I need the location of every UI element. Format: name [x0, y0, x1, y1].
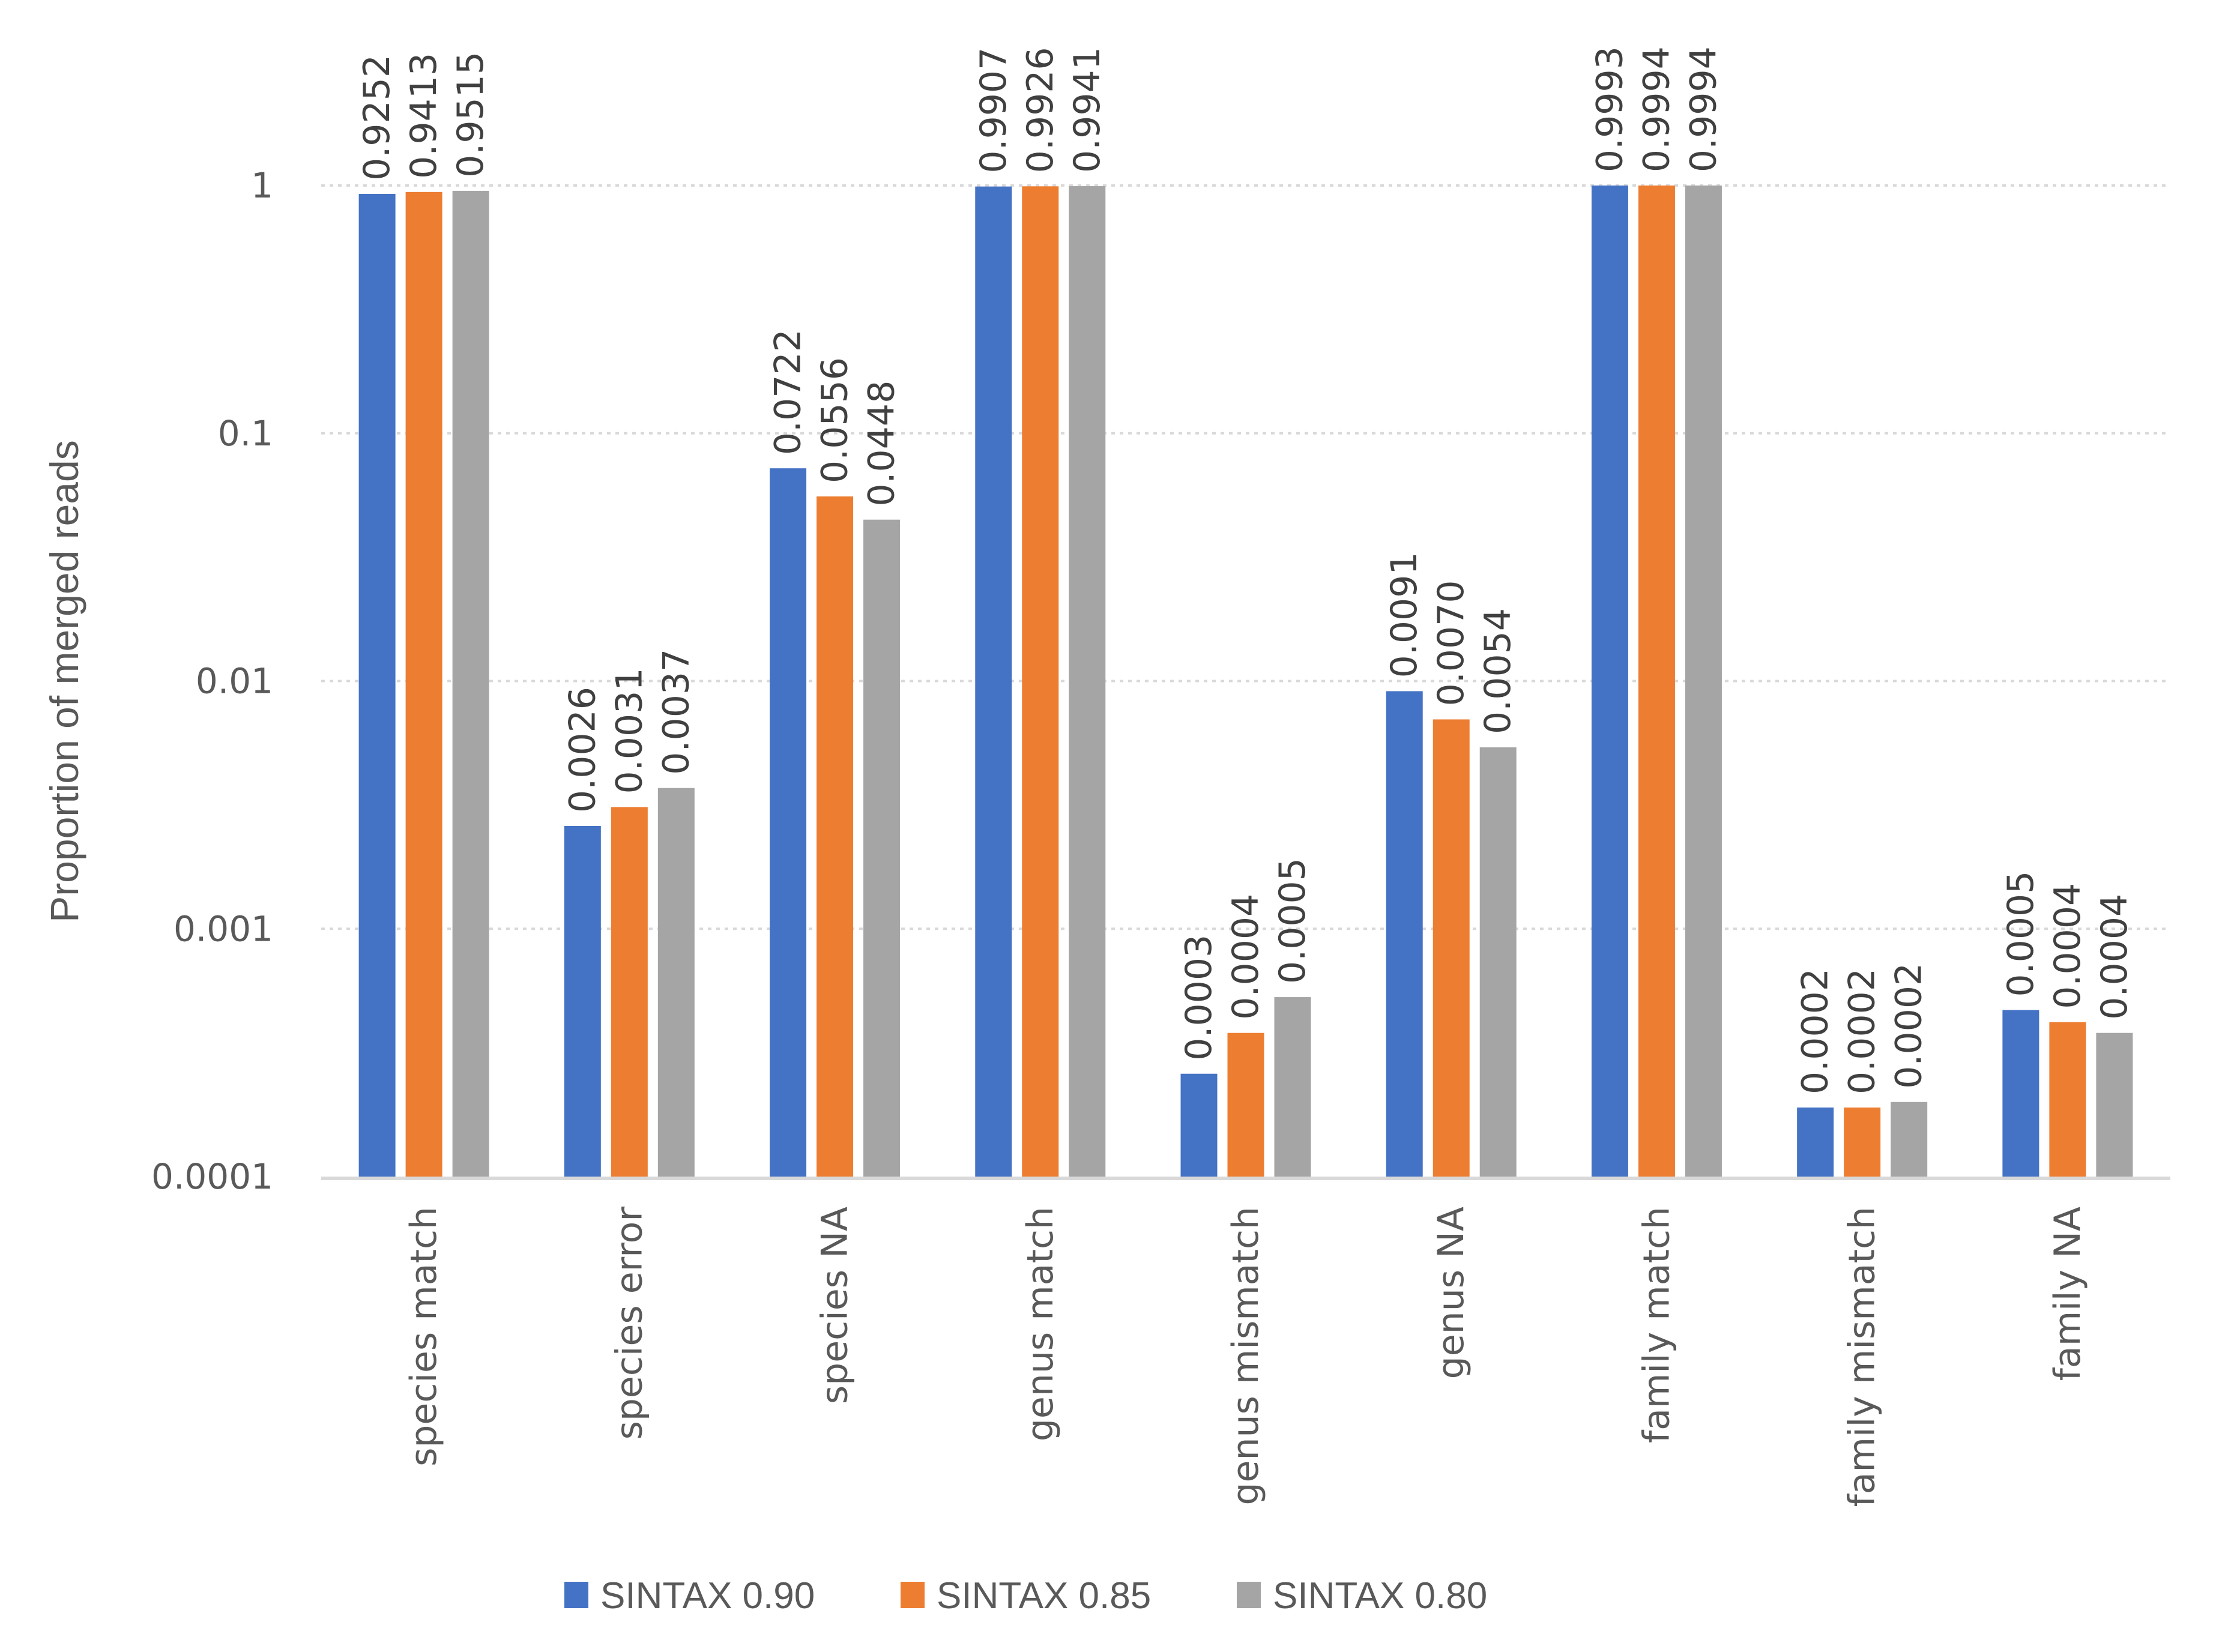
- bar: [1022, 186, 1059, 1177]
- bar: [1274, 997, 1311, 1177]
- data-label: 0.0002: [1795, 968, 1837, 1094]
- x-category-label: species NA: [814, 1207, 856, 1404]
- data-label: 0.9515: [450, 52, 492, 178]
- y-axis-title: Proportion of merged reads: [42, 440, 86, 922]
- bar: [611, 807, 648, 1177]
- legend-swatch: [901, 1582, 925, 1608]
- bar: [1479, 747, 1517, 1177]
- bar: [1638, 185, 1675, 1177]
- y-tick-label: 0.0001: [151, 1156, 273, 1197]
- data-label: 0.0005: [2000, 871, 2042, 997]
- data-label: 0.0091: [1383, 552, 1425, 678]
- legend: SINTAX 0.90 SINTAX 0.85 SINTAX 0.80: [564, 1575, 1487, 1617]
- y-tick-label: 0.01: [196, 661, 273, 702]
- x-axis-categories: species match species error species NA genu…: [403, 1207, 2089, 1507]
- data-label: 0.0037: [655, 649, 697, 775]
- data-label: 0.0054: [1477, 608, 1519, 734]
- data-label: 0.9252: [356, 55, 398, 181]
- bar: [1891, 1102, 1928, 1177]
- bar: [2049, 1022, 2086, 1177]
- y-axis-ticks: 1 0.1 0.01 0.001 0.0001: [151, 165, 273, 1197]
- legend-label: SINTAX 0.90: [600, 1575, 815, 1617]
- data-label: 0.0448: [861, 381, 903, 507]
- bar: [817, 496, 854, 1177]
- data-label: 0.0005: [1272, 858, 1314, 984]
- legend-swatch: [1237, 1582, 1261, 1608]
- data-label: 0.0031: [608, 668, 650, 794]
- bar: [975, 186, 1012, 1177]
- bar: [863, 519, 901, 1177]
- legend-swatch: [564, 1582, 588, 1608]
- data-label: 0.0002: [1888, 963, 1930, 1089]
- data-label: 0.0003: [1178, 935, 1220, 1061]
- bar: [1844, 1107, 1881, 1177]
- x-category-label: genus NA: [1430, 1207, 1472, 1379]
- bar: [405, 191, 442, 1177]
- legend-label: SINTAX 0.85: [937, 1575, 1151, 1617]
- bar: [1685, 185, 1722, 1177]
- bar: [1386, 691, 1423, 1177]
- data-label: 0.9994: [1635, 46, 1677, 172]
- bar: [1797, 1107, 1834, 1177]
- legend-label: SINTAX 0.80: [1273, 1575, 1487, 1617]
- x-category-label: family NA: [2047, 1207, 2089, 1381]
- bar: [1227, 1032, 1264, 1177]
- y-tick-label: 0.001: [174, 908, 273, 949]
- data-label: 0.0556: [814, 357, 856, 483]
- y-tick-label: 0.1: [218, 413, 273, 454]
- bar: [452, 190, 489, 1177]
- bar: [657, 788, 695, 1177]
- bar: [1180, 1073, 1218, 1177]
- data-label: 0.9926: [1019, 47, 1061, 173]
- y-tick-label: 1: [251, 165, 273, 206]
- bar: [564, 825, 601, 1177]
- x-category-label: family match: [1635, 1207, 1677, 1443]
- data-label: 0.9941: [1066, 47, 1108, 173]
- bar: [1591, 185, 1628, 1177]
- x-category-label: family mismatch: [1841, 1207, 1883, 1507]
- data-label: 0.0002: [1841, 968, 1883, 1094]
- x-category-label: genus mismatch: [1225, 1207, 1267, 1506]
- data-label: 0.9993: [1589, 46, 1631, 172]
- bar: [770, 468, 807, 1177]
- data-label: 0.9413: [403, 53, 445, 179]
- data-label: 0.0004: [2094, 894, 2136, 1020]
- data-label: 0.9994: [1682, 46, 1724, 172]
- bar: [2002, 1010, 2039, 1177]
- x-category-label: species match: [403, 1207, 445, 1467]
- data-label: 0.0004: [1225, 894, 1267, 1020]
- data-label: 0.0070: [1430, 580, 1472, 706]
- x-category-label: genus match: [1019, 1207, 1061, 1441]
- bar: [2096, 1032, 2133, 1177]
- bar: [1432, 719, 1470, 1177]
- data-label: 0.0004: [2047, 883, 2089, 1009]
- bar: [1069, 186, 1106, 1177]
- bars: [358, 185, 2133, 1177]
- gridlines: [321, 184, 2170, 930]
- data-label: 0.9907: [973, 47, 1015, 173]
- bar: [358, 193, 396, 1177]
- data-label: 0.0026: [561, 687, 603, 813]
- x-category-label: species error: [608, 1207, 650, 1440]
- data-labels: 0.9252 0.9413 0.9515 0.0026 0.0031 0.0037 0.07…: [356, 46, 2136, 1094]
- data-label: 0.0722: [767, 329, 809, 455]
